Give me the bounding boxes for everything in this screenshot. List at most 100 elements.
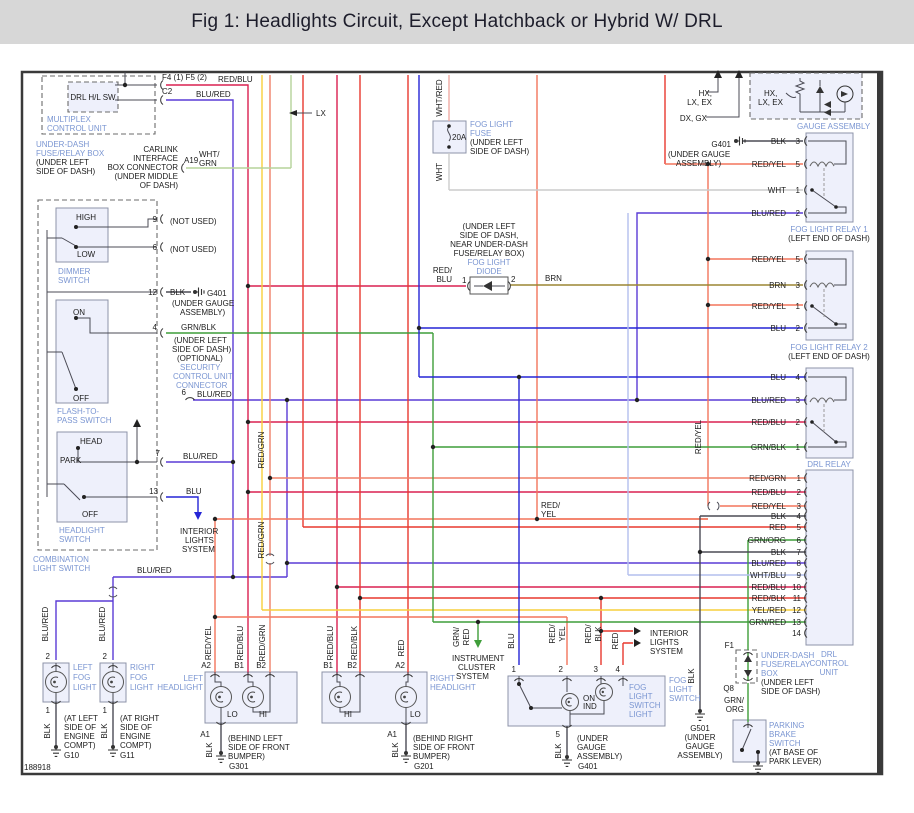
diagram-label: 3 xyxy=(797,502,802,511)
diagram-label: BLU/RED xyxy=(98,606,107,641)
hx-lx-ex-arrows-icon xyxy=(714,70,743,78)
diagram-label: CONTROL UNIT xyxy=(47,124,107,133)
diagram-label: DRL xyxy=(821,650,838,659)
drl-control-unit-box xyxy=(805,469,854,646)
diagram-label: 1 xyxy=(46,706,51,715)
diagram-label: 2 xyxy=(103,652,108,661)
diagram-label: RED/GRN xyxy=(257,431,266,468)
diagram-label: SIDE OF DASH) xyxy=(172,345,231,354)
diagram-label: RED/YEL xyxy=(694,419,703,454)
diagram-label: CLUSTER xyxy=(458,663,496,672)
diagram-label: GRN/BLK xyxy=(751,443,787,452)
diagram-label: GRN/ xyxy=(452,626,461,647)
diagram-label: 1 xyxy=(796,186,801,195)
diagram-label: PARK xyxy=(60,456,82,465)
diagram-label: SYSTEM xyxy=(650,647,683,656)
diagram-label: BLK xyxy=(43,723,52,739)
g10-ground-icon xyxy=(50,744,62,757)
diagram-label: (UNDER LEFT xyxy=(761,678,814,687)
diagram-label: PARK LEVER) xyxy=(769,757,822,766)
diagram-label: 6 xyxy=(182,388,187,397)
diagram-label: HI xyxy=(344,710,352,719)
diagram-label: LIGHT xyxy=(629,710,653,719)
diagram-label: 4 xyxy=(796,373,801,382)
diagram-label: 5 xyxy=(556,730,561,739)
diagram-label: FOG LIGHT xyxy=(470,120,513,129)
diagram-label: 3 xyxy=(594,665,599,674)
diagram-label: ON xyxy=(73,308,85,317)
diagram-label: RED/BLU xyxy=(751,583,786,592)
diagram-label: (UNDER LEFT xyxy=(174,336,227,345)
diagram-label: RED/ xyxy=(548,624,557,644)
dimmer-switch-box xyxy=(55,207,109,263)
diagram-label: GAUGE xyxy=(577,743,606,752)
diagram-labels: F4 (1) F5 (2) RED/BLU C2 BLU/RED DRL H/L SW M… xyxy=(24,73,871,772)
diagram-label: RED/GRN xyxy=(749,474,786,483)
diagram-label: 14 xyxy=(792,629,801,638)
diagram-label: YEL xyxy=(541,510,557,519)
diagram-label: GRN/ORG xyxy=(748,536,786,545)
diagram-label: RED/BLU xyxy=(751,488,786,497)
diagram-label: 1 xyxy=(103,706,108,715)
diagram-label: LIGHTS xyxy=(650,638,679,647)
diagram-label: ASSEMBLY) xyxy=(676,159,722,168)
diagram-label: LIGHT xyxy=(629,692,653,701)
diagram-label: LIGHT xyxy=(73,683,97,692)
diagram-label: 6 xyxy=(797,536,802,545)
fog-switch-on-indicator-bulb xyxy=(561,693,579,711)
junction-dots xyxy=(74,82,760,754)
diagram-label: 2 xyxy=(46,652,51,661)
diagram-label: CARLINK xyxy=(143,145,178,154)
diagram-label: UNDER-DASH xyxy=(36,140,90,149)
diagram-label: 9 xyxy=(153,215,158,224)
diagram-label: 2 xyxy=(797,488,802,497)
diagram-label: BRAKE xyxy=(769,730,796,739)
diagram-label: SYSTEM xyxy=(456,672,489,681)
diagram-label: Q8 xyxy=(723,684,734,693)
diagram-label: FOG LIGHT RELAY 2 xyxy=(790,343,868,352)
diagram-label: HEAD xyxy=(80,437,102,446)
diagram-label: DRL RELAY xyxy=(807,460,851,469)
diagram-label: F4 (1) F5 (2) xyxy=(162,73,207,82)
diagram-label: FUSE/RELAY BOX) xyxy=(454,249,525,258)
diagram-label: SWITCH xyxy=(629,701,661,710)
diagram-label: SIDE OF FRONT xyxy=(413,743,475,752)
flash-to-pass-switch-box xyxy=(55,299,109,404)
diagram-label: ENGINE xyxy=(120,732,151,741)
diagram-label: (NOT USED) xyxy=(170,245,217,254)
diagram-label: 4 xyxy=(797,512,802,521)
diagram-label: A2 xyxy=(201,661,211,670)
diagram-label: (LEFT END OF DASH) xyxy=(788,352,870,361)
diagram-label: INSTRUMENT xyxy=(452,654,505,663)
diagram-label: OFF xyxy=(82,510,98,519)
internal-lines xyxy=(46,72,756,751)
diagram-label: (AT RIGHT xyxy=(120,714,159,723)
diagram-label: 1 xyxy=(462,276,467,285)
multiplex-control-unit-box xyxy=(41,75,156,135)
diagram-label: A1 xyxy=(387,730,397,739)
diagram-label: SIDE OF DASH, xyxy=(460,231,519,240)
diagram-label: (AT BASE OF xyxy=(769,748,818,757)
diagram-label: F1 xyxy=(725,641,735,650)
diagram-label: BLU xyxy=(507,633,516,649)
diagram-label: RED/YEL xyxy=(752,302,787,311)
diagram-label: G11 xyxy=(120,751,135,760)
diagram-label: COMPT) xyxy=(120,741,152,750)
diagram-label: BLU xyxy=(770,373,786,382)
diagram-label: BLU/RED xyxy=(751,559,786,568)
diagram-label: HX, xyxy=(699,89,712,98)
headlight-switch-box xyxy=(56,431,128,523)
diagram-label: BLK xyxy=(170,288,186,297)
underdash-fuse-box xyxy=(735,649,758,684)
drl-relay-box xyxy=(805,367,854,459)
diagram-label: DIMMER xyxy=(58,267,91,276)
diagram-label: G401 xyxy=(711,140,731,149)
diagram-label: B1 xyxy=(323,661,333,670)
diagram-label: SWITCH xyxy=(59,535,91,544)
g201-ground-icon xyxy=(400,750,412,763)
diagram-label: INTERIOR xyxy=(650,629,688,638)
diagram-label: CONNECTOR xyxy=(176,381,228,390)
diagram-label: RIGHT xyxy=(130,663,155,672)
diagram-label: B2 xyxy=(256,661,266,670)
diagram-label: BLU/RED xyxy=(751,209,786,218)
